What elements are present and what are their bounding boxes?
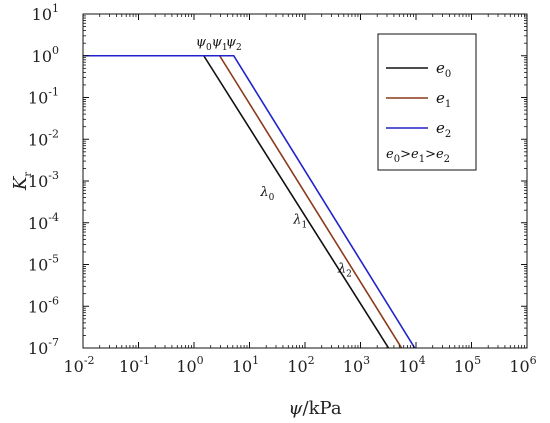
series-line-e1 bbox=[83, 54, 403, 348]
x-tick-label: 10-2 bbox=[63, 354, 94, 376]
y-tick-label: 101 bbox=[32, 2, 59, 24]
x-tick-label: 10-1 bbox=[119, 354, 150, 376]
x-tick-label: 101 bbox=[232, 354, 259, 376]
x-axis-title: ψ/kPa bbox=[288, 398, 341, 419]
legend-label-e2: e2 bbox=[436, 119, 451, 140]
x-tick-label: 106 bbox=[509, 354, 536, 376]
annotation-psi-2: ψ2 bbox=[226, 35, 242, 53]
series-line-e0 bbox=[83, 54, 390, 348]
y-tick-label: 10-1 bbox=[28, 86, 59, 108]
legend-label-e1: e1 bbox=[436, 89, 451, 110]
x-tick-label: 102 bbox=[287, 354, 314, 376]
annotation-lambda-0: λ0 bbox=[259, 185, 274, 203]
y-tick-label: 10-2 bbox=[28, 127, 59, 149]
plot-frame bbox=[82, 13, 528, 349]
y-tick-label: 10-3 bbox=[28, 169, 59, 191]
y-tick-label: 10-6 bbox=[28, 294, 59, 316]
legend-label-e0: e0 bbox=[436, 59, 451, 80]
y-axis-title: Kr bbox=[10, 172, 34, 191]
y-tick-label: 10-7 bbox=[28, 336, 59, 358]
axis-titles: ψ/kPa Kr bbox=[10, 172, 342, 419]
y-tick-label: 100 bbox=[32, 44, 59, 66]
annotation-psi-1: ψ1 bbox=[212, 35, 228, 53]
legend-box bbox=[377, 33, 477, 171]
annotation-psi-0: ψ0 bbox=[196, 35, 212, 53]
y-tick-label: 10-4 bbox=[28, 211, 59, 233]
x-tick-label: 100 bbox=[176, 354, 203, 376]
x-tick-label: 104 bbox=[398, 354, 425, 376]
series-line-e2 bbox=[83, 54, 416, 348]
x-tick-label: 103 bbox=[343, 354, 370, 376]
legend-note: e0>e1>e2 bbox=[386, 147, 450, 165]
tick-labels: 10-2 10-1 100 101 102 103 104 105 106 10-7 10-6 10-… bbox=[28, 2, 537, 376]
annotation-lambda-1: λ1 bbox=[292, 212, 307, 230]
y-tick-label: 10-5 bbox=[28, 253, 59, 275]
legend: e0 e1 e2 e0>e1>e2 bbox=[377, 33, 477, 171]
x-tick-label: 105 bbox=[454, 354, 481, 376]
plot-lines bbox=[83, 54, 416, 348]
annotation-lambda-2: λ2 bbox=[337, 262, 352, 280]
